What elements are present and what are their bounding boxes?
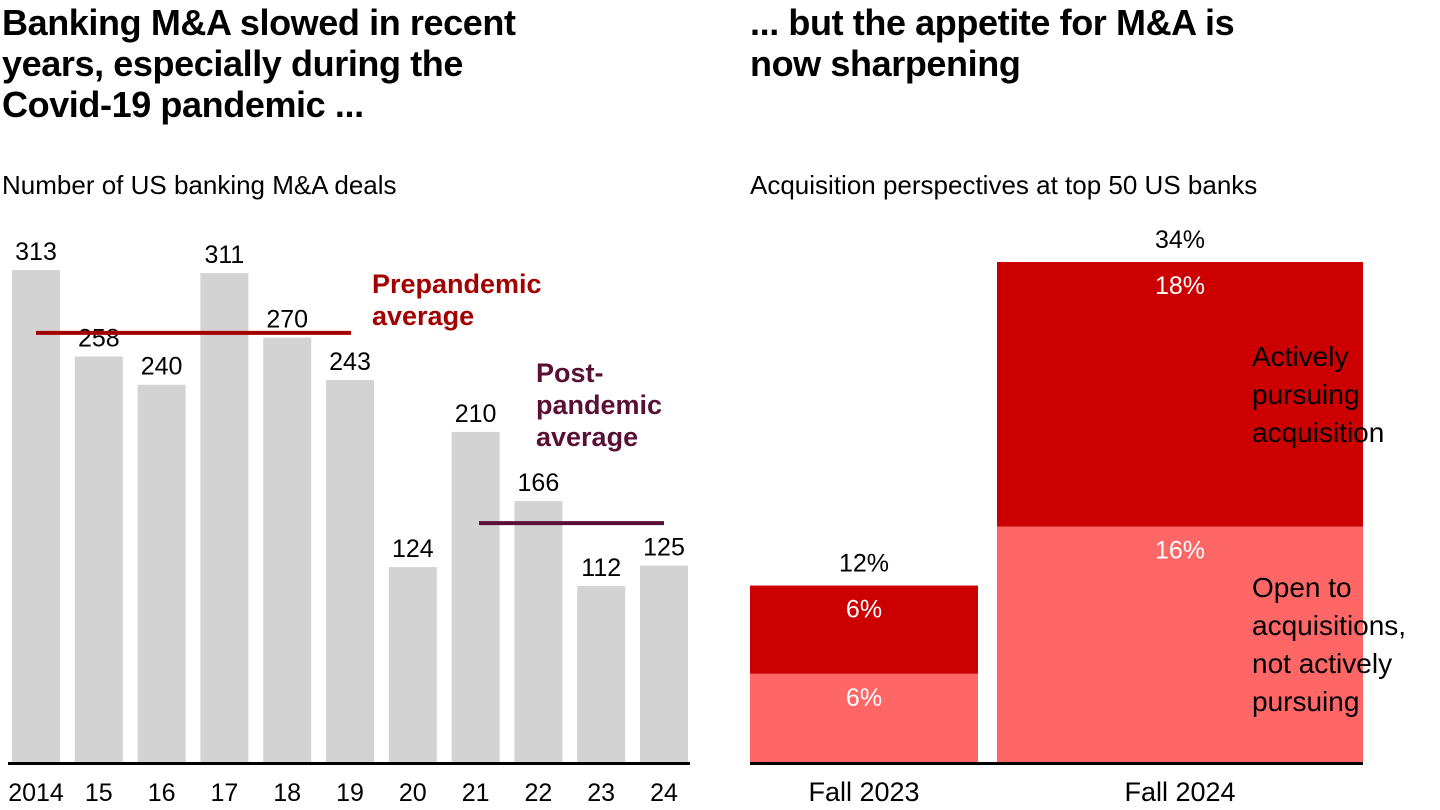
x-tick-label: 24 [650, 779, 678, 807]
data-label: 125 [643, 534, 685, 562]
segment-label: 6% [846, 684, 882, 712]
x-tick-label: 15 [85, 779, 113, 807]
postpandemic-average-label: Post- [536, 358, 604, 388]
data-label: 243 [329, 348, 371, 376]
left-title-line: Banking M&A slowed in recent [2, 2, 516, 43]
x-tick-label: 16 [148, 779, 176, 807]
data-label: 112 [581, 554, 621, 582]
data-label: 270 [266, 306, 308, 334]
x-tick-label: 23 [587, 779, 615, 807]
stacked-segment-open [750, 673, 978, 762]
segment-label: 6% [846, 596, 882, 624]
bar-17 [200, 273, 249, 762]
left-subtitle: Number of US banking M&A deals [2, 170, 397, 200]
x-tick-label: 18 [273, 779, 301, 807]
segment-label: 16% [1155, 537, 1205, 565]
stacked-segment-open [997, 526, 1363, 762]
legend-open-label: Open to [1252, 572, 1352, 603]
x-tick-label: 17 [210, 779, 238, 807]
data-label: 311 [204, 241, 244, 269]
left-title-line: years, especially during the [2, 43, 464, 84]
data-label: 210 [455, 400, 497, 428]
stacked-segment-active [997, 262, 1363, 527]
bar-19 [326, 380, 374, 762]
data-label: 258 [78, 324, 120, 352]
data-label: 166 [518, 469, 560, 497]
deals-bar-chart: 313 2014 258 15 240 16 311 17 270 18 243 19 124 20 210… [8, 238, 690, 807]
bar-24 [640, 565, 688, 762]
x-tick-label: 20 [399, 779, 427, 807]
acquisition-stacked-chart: 6% 6% 12% Fall 2023 16% 18% 34% Fall 2024 Open t… [750, 226, 1406, 807]
bar-22 [514, 501, 563, 762]
postpandemic-average-label: pandemic [536, 390, 662, 420]
legend-active-label: acquisition [1252, 417, 1384, 448]
x-tick-label: 21 [462, 779, 490, 807]
segment-label: 18% [1155, 272, 1205, 300]
data-label: 124 [392, 535, 434, 563]
prepandemic-average-label: average [372, 301, 474, 331]
data-label: 240 [141, 353, 183, 381]
total-label: 12% [839, 550, 889, 578]
x-tick-label: 2014 [8, 779, 64, 807]
left-title: Banking M&A slowed in recent years, espe… [2, 2, 516, 125]
postpandemic-average-label: average [536, 422, 638, 452]
bar-20 [388, 567, 437, 762]
right-title: ... but the appetite for M&A is now shar… [750, 2, 1235, 84]
right-subtitle: Acquisition perspectives at top 50 US ba… [750, 170, 1258, 200]
bar-23 [577, 585, 626, 762]
bar-16 [137, 384, 186, 762]
legend-active-label: Actively [1252, 341, 1348, 372]
x-tick-label: 22 [524, 779, 552, 807]
legend-active-label: pursuing [1252, 379, 1359, 410]
left-title-line: Covid-19 pandemic ... [2, 84, 364, 125]
right-title-line: ... but the appetite for M&A is [750, 2, 1235, 43]
bar-18 [263, 337, 312, 762]
total-label: 34% [1155, 226, 1205, 254]
prepandemic-average-label: Prepandemic [372, 269, 542, 299]
stacked-segment-active [750, 585, 978, 674]
right-title-line: now sharpening [750, 43, 1021, 84]
legend-open-label: pursuing [1252, 686, 1359, 717]
bar-2014 [12, 270, 60, 762]
x-tick-label: Fall 2023 [808, 777, 919, 807]
data-label: 313 [15, 238, 57, 266]
bar-21 [451, 431, 500, 762]
x-tick-label: Fall 2024 [1124, 777, 1235, 807]
legend-open-label: acquisitions, [1252, 610, 1406, 641]
legend-open-label: not actively [1252, 648, 1392, 679]
bar-15 [74, 356, 123, 762]
x-tick-label: 19 [336, 779, 364, 807]
